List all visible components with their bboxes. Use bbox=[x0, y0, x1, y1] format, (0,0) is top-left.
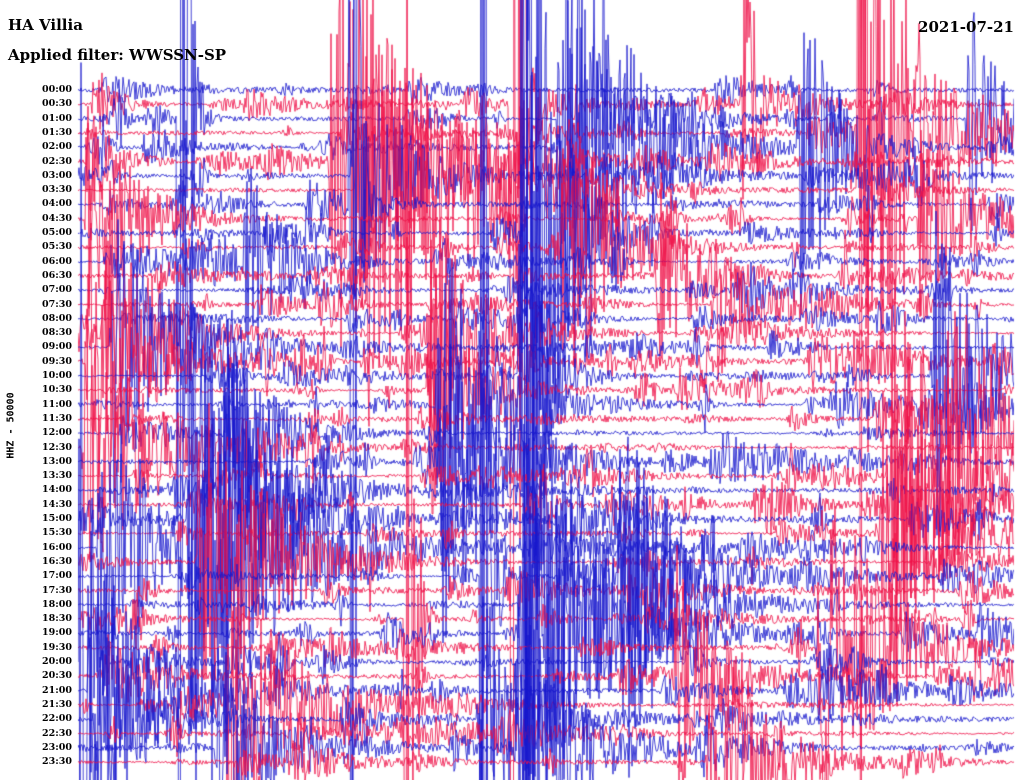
time-label: 01:00 bbox=[42, 112, 72, 124]
time-label: 13:00 bbox=[42, 455, 72, 467]
time-label: 04:00 bbox=[42, 198, 72, 210]
channel-scale-label: HHZ - 50000 bbox=[5, 392, 17, 459]
time-label: 21:00 bbox=[42, 684, 72, 696]
time-label: 23:00 bbox=[42, 741, 72, 753]
time-label: 17:00 bbox=[42, 570, 72, 582]
time-label: 05:00 bbox=[42, 227, 72, 238]
time-label: 07:30 bbox=[42, 298, 72, 310]
time-label: 02:00 bbox=[42, 141, 72, 153]
time-label: 07:00 bbox=[42, 284, 72, 296]
time-label: 22:00 bbox=[42, 713, 72, 725]
time-label: 15:00 bbox=[42, 513, 72, 524]
time-label: 00:30 bbox=[42, 98, 72, 110]
time-label: 15:30 bbox=[42, 527, 72, 539]
time-label: 09:00 bbox=[42, 341, 72, 353]
time-label: 10:00 bbox=[42, 370, 72, 381]
time-label: 08:30 bbox=[42, 327, 72, 339]
time-label: 19:00 bbox=[42, 627, 72, 639]
time-label: 12:00 bbox=[42, 427, 72, 439]
time-label: 03:00 bbox=[42, 169, 72, 181]
time-label: 23:30 bbox=[42, 756, 72, 768]
time-label: 19:30 bbox=[42, 641, 72, 653]
date-label: 2021-07-21 bbox=[918, 18, 1014, 36]
time-label: 20:00 bbox=[42, 656, 72, 667]
applied-filter-label: Applied filter: WWSSN-SP bbox=[8, 46, 227, 64]
time-label: 05:30 bbox=[42, 241, 72, 253]
time-label: 04:30 bbox=[42, 212, 72, 224]
time-label: 18:00 bbox=[42, 598, 72, 610]
time-label: 06:00 bbox=[42, 255, 72, 267]
time-label: 16:30 bbox=[42, 555, 72, 567]
time-label: 17:30 bbox=[42, 584, 72, 596]
station-name: HA Villia bbox=[8, 16, 83, 34]
time-label: 01:30 bbox=[42, 126, 72, 138]
time-label: 11:00 bbox=[42, 398, 72, 410]
time-label: 21:30 bbox=[42, 698, 72, 710]
time-label: 00:00 bbox=[42, 84, 72, 95]
time-label: 06:30 bbox=[42, 269, 72, 281]
time-label: 14:30 bbox=[42, 498, 72, 510]
time-label: 11:30 bbox=[42, 412, 72, 424]
time-label: 13:30 bbox=[42, 470, 72, 482]
time-label: 10:30 bbox=[42, 384, 72, 396]
time-label: 08:00 bbox=[42, 312, 72, 324]
time-label: 02:30 bbox=[42, 155, 72, 167]
time-label: 16:00 bbox=[42, 541, 72, 553]
time-label: 12:30 bbox=[42, 441, 72, 453]
time-label: 14:00 bbox=[42, 484, 72, 496]
time-label: 22:30 bbox=[42, 727, 72, 739]
time-label: 09:30 bbox=[42, 355, 72, 367]
time-label: 03:30 bbox=[42, 184, 72, 196]
time-label: 20:30 bbox=[42, 670, 72, 682]
time-label: 18:30 bbox=[42, 613, 72, 625]
